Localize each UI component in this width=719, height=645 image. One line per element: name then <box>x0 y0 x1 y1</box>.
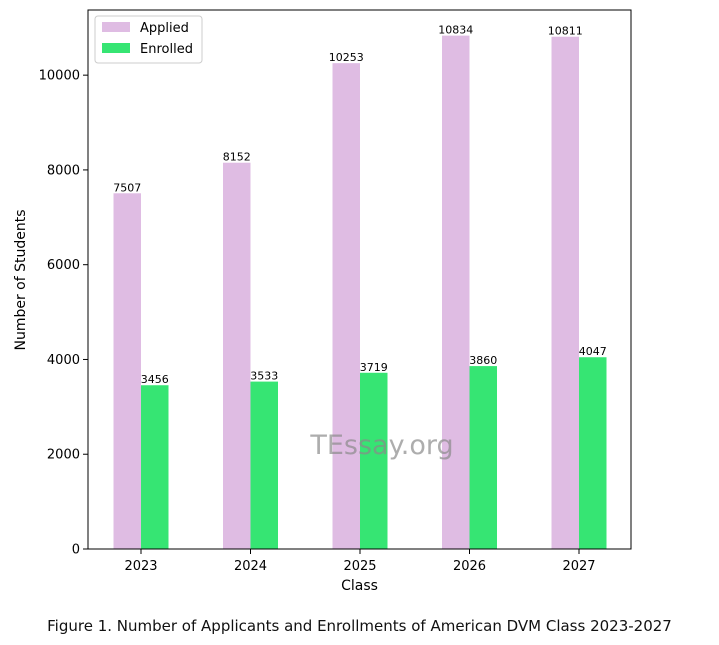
value-label-enrolled-2023: 3456 <box>141 373 169 386</box>
y-tick-label: 0 <box>72 543 80 558</box>
x-tick-label: 2024 <box>234 559 267 574</box>
legend-label-enrolled: Enrolled <box>140 42 193 57</box>
bar-enrolled-2027 <box>579 357 607 549</box>
x-axis-label: Class <box>341 578 378 594</box>
legend-swatch-enrolled <box>102 43 130 53</box>
y-tick-label: 8000 <box>47 163 80 178</box>
legend: Applied Enrolled <box>94 15 203 64</box>
value-label-applied-2023: 7507 <box>113 181 141 194</box>
value-labels-layer: 7507 3456 8152 3533 10253 3719 10834 3860 10811 4… <box>113 24 607 387</box>
y-axis: 0 2000 4000 6000 8000 10000 <box>39 69 88 558</box>
y-axis-label: Number of Students <box>13 209 29 350</box>
x-axis: 2023 2024 2025 2026 2027 <box>124 549 596 574</box>
value-label-applied-2027: 10811 <box>548 25 583 38</box>
bar-applied-2024 <box>223 162 251 549</box>
value-label-applied-2026: 10834 <box>438 24 473 37</box>
legend-swatch-applied <box>102 22 130 32</box>
watermark-text: TEssay.org <box>309 430 453 461</box>
value-label-enrolled-2026: 3860 <box>469 354 497 367</box>
figure-caption: Figure 1. Number of Applicants and Enrol… <box>47 617 672 635</box>
bar-enrolled-2023 <box>141 385 169 549</box>
x-tick-label: 2025 <box>343 559 376 574</box>
value-label-enrolled-2027: 4047 <box>579 345 607 358</box>
value-label-applied-2024: 8152 <box>223 151 251 164</box>
x-tick-label: 2026 <box>453 559 486 574</box>
bar-applied-2027 <box>551 36 579 550</box>
legend-label-applied: Applied <box>140 21 189 36</box>
x-tick-label: 2027 <box>562 559 595 574</box>
value-label-enrolled-2025: 3719 <box>360 361 388 374</box>
y-tick-label: 2000 <box>47 448 80 463</box>
y-tick-label: 6000 <box>47 258 80 273</box>
bar-enrolled-2025 <box>360 372 388 549</box>
y-tick-label: 4000 <box>47 353 80 368</box>
bar-applied-2023 <box>113 193 141 549</box>
value-label-applied-2025: 10253 <box>329 51 364 64</box>
bars-layer <box>113 35 607 550</box>
bar-applied-2025 <box>332 63 360 550</box>
y-tick-label: 10000 <box>39 69 80 84</box>
value-label-enrolled-2024: 3533 <box>250 370 278 383</box>
bar-applied-2026 <box>442 35 470 550</box>
bar-enrolled-2026 <box>469 366 497 549</box>
bar-enrolled-2024 <box>250 381 278 549</box>
bar-chart: 7507 3456 8152 3533 10253 3719 10834 3860 10811 4… <box>13 9 632 594</box>
x-tick-label: 2023 <box>124 559 157 574</box>
